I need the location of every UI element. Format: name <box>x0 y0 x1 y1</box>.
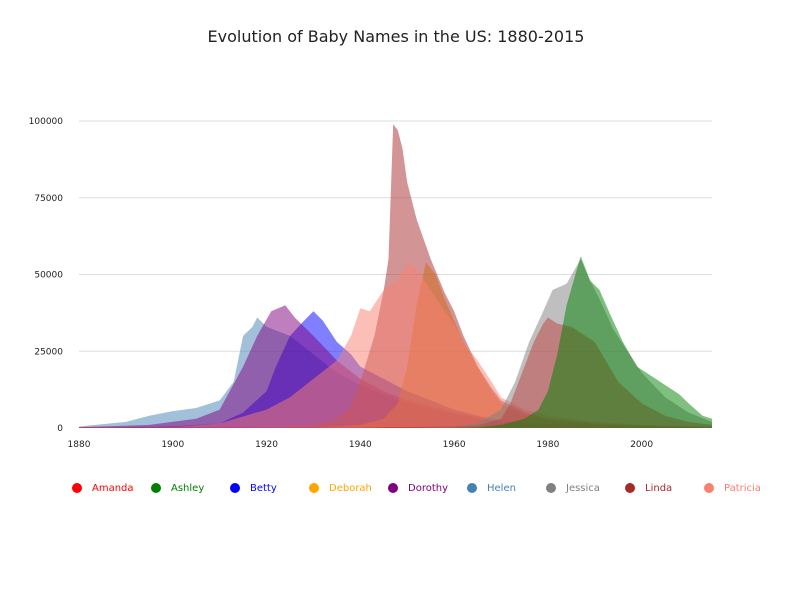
legend-label: Jessica <box>566 482 600 494</box>
legend-item-betty[interactable]: Betty <box>230 480 277 496</box>
y-tick-label: 75000 <box>34 194 63 204</box>
legend-label: Betty <box>250 482 277 494</box>
y-tick-label: 50000 <box>34 271 63 281</box>
area-ashley <box>79 256 712 428</box>
x-tick-label: 2000 <box>630 440 653 450</box>
area-linda <box>79 124 712 428</box>
y-tick-label: 100000 <box>29 117 64 127</box>
legend-item-dorothy[interactable]: Dorothy <box>388 480 448 496</box>
legend-label: Ashley <box>171 482 205 494</box>
x-tick-label: 1960 <box>443 440 466 450</box>
legend-item-linda[interactable]: Linda <box>625 480 672 496</box>
area-dorothy <box>79 305 712 428</box>
legend-item-deborah[interactable]: Deborah <box>309 480 372 496</box>
legend-marker <box>72 483 82 493</box>
legend-marker <box>388 483 398 493</box>
y-tick-label: 0 <box>57 424 63 434</box>
legend-item-patricia[interactable]: Patricia <box>704 480 761 496</box>
legend-label: Deborah <box>329 482 372 494</box>
x-tick-label: 1920 <box>255 440 278 450</box>
area-patricia <box>79 262 712 428</box>
y-tick-label: 25000 <box>34 347 63 357</box>
legend-item-helen[interactable]: Helen <box>467 480 516 496</box>
x-tick-label: 1980 <box>536 440 559 450</box>
legend-marker <box>546 483 556 493</box>
legend-marker <box>467 483 477 493</box>
legend-marker <box>151 483 161 493</box>
x-tick-label: 1940 <box>349 440 372 450</box>
legend-label: Helen <box>487 482 516 494</box>
legend-marker <box>704 483 714 493</box>
x-tick-label: 1880 <box>68 440 91 450</box>
legend-label: Dorothy <box>408 482 449 494</box>
legend-label: Patricia <box>724 482 761 494</box>
legend-label: Amanda <box>92 482 134 494</box>
legend-marker <box>309 483 319 493</box>
legend-item-jessica[interactable]: Jessica <box>546 480 600 496</box>
axis-labels: 0 25000 50000 75000 100000 1880 1900 1920 1940 19… <box>29 117 654 450</box>
area-series <box>79 124 712 428</box>
x-tick-label: 1900 <box>161 440 184 450</box>
legend-marker <box>230 483 240 493</box>
chart-title: Evolution of Baby Names in the US: 1880-… <box>207 27 585 46</box>
legend-label: Linda <box>645 482 673 494</box>
legend: Amanda Ashley Betty Deborah Dorothy Helen Jess… <box>72 480 772 496</box>
legend-item-amanda[interactable]: Amanda <box>72 480 134 496</box>
legend-item-ashley[interactable]: Ashley <box>151 480 204 496</box>
legend-marker <box>625 483 635 493</box>
